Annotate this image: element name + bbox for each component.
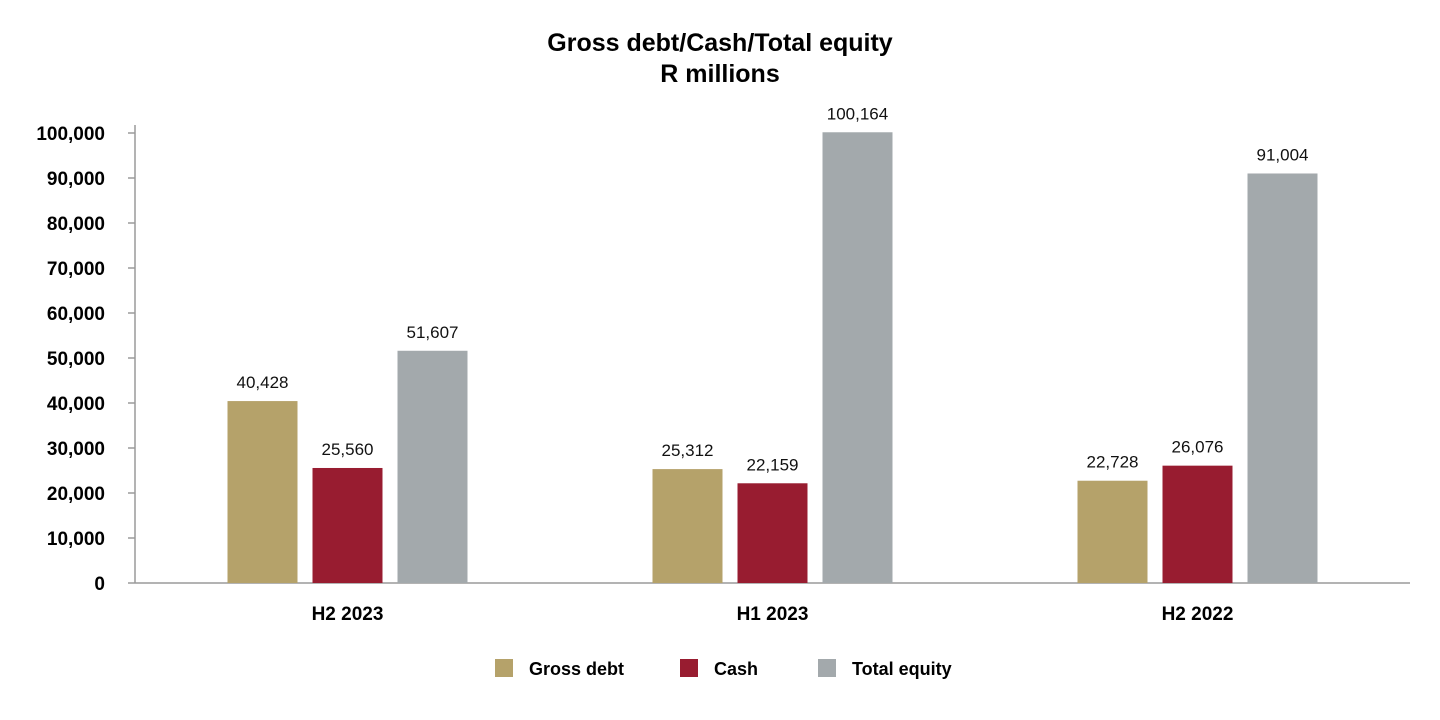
legend-label: Total equity [852, 659, 952, 679]
y-tick-label: 70,000 [47, 259, 105, 280]
data-label: 26,076 [1172, 438, 1224, 457]
y-tick-label: 0 [94, 574, 105, 595]
data-label: 40,428 [237, 373, 289, 392]
bar-total-equity [822, 132, 893, 583]
data-label: 25,312 [662, 441, 714, 460]
legend: Gross debt Cash Total equity [495, 659, 952, 679]
x-tick-label: H1 2023 [737, 604, 809, 625]
bar-cash [1162, 465, 1233, 583]
legend-swatch-gross-debt [495, 659, 513, 677]
bars [227, 132, 1318, 583]
axes: 0 10,000 20,000 30,000 40,000 50,000 60,000 70,… [36, 124, 1410, 625]
bar-gross-debt [652, 469, 723, 583]
legend-label: Cash [714, 659, 758, 679]
y-tick-label: 90,000 [47, 169, 105, 190]
y-tick-label: 60,000 [47, 304, 105, 325]
y-tick-label: 50,000 [47, 349, 105, 370]
data-labels: 40,428 25,560 51,607 25,312 22,159 100,164 22,… [237, 104, 1309, 474]
bar-cash [312, 467, 383, 583]
y-tick-label: 30,000 [47, 439, 105, 460]
bar-cash [737, 483, 808, 583]
y-tick-label: 100,000 [36, 124, 105, 145]
data-label: 22,159 [747, 455, 799, 474]
y-tick-label: 80,000 [47, 214, 105, 235]
legend-label: Gross debt [529, 659, 624, 679]
legend-swatch-cash [680, 659, 698, 677]
y-tick-label: 20,000 [47, 484, 105, 505]
data-label: 22,728 [1087, 453, 1139, 472]
y-tick-label: 40,000 [47, 394, 105, 415]
chart-subtitle: R millions [660, 60, 779, 88]
data-label: 91,004 [1257, 145, 1309, 164]
data-label: 100,164 [827, 104, 888, 123]
x-tick-label: H2 2022 [1162, 604, 1234, 625]
x-tick-label: H2 2023 [312, 604, 384, 625]
data-label: 25,560 [322, 440, 374, 459]
bar-total-equity [397, 350, 468, 583]
chart-title: Gross debt/Cash/Total equity [547, 29, 893, 57]
bar-gross-debt [227, 401, 298, 583]
data-label: 51,607 [407, 323, 459, 342]
legend-swatch-total-equity [818, 659, 836, 677]
y-tick-label: 10,000 [47, 529, 105, 550]
bar-gross-debt [1077, 480, 1148, 583]
bar-total-equity [1247, 173, 1318, 583]
